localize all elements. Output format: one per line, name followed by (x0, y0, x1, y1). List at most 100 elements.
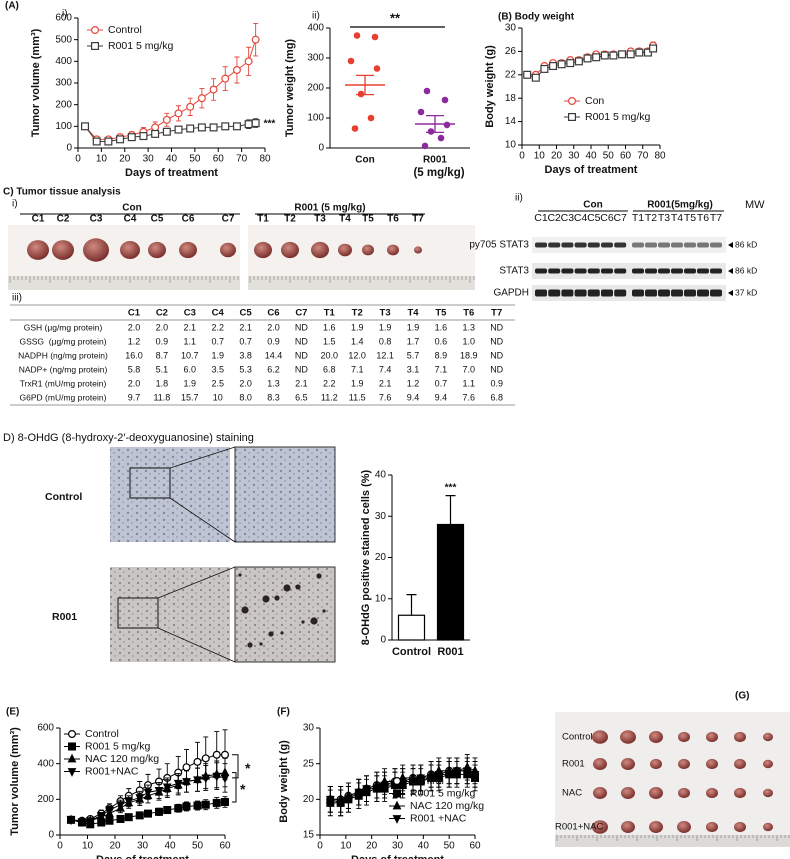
y-tick-label: 20 (303, 794, 315, 805)
y-tick-label: 200 (55, 99, 72, 110)
lane-label: T2 (645, 212, 657, 224)
data-point (351, 125, 359, 132)
data-point (139, 132, 148, 141)
x-tick-label: 50 (603, 151, 615, 162)
data-point (174, 109, 183, 118)
table-header: C4 (212, 308, 225, 319)
x-tick-label: 20 (109, 841, 121, 852)
legend-label: R001 5 mg/kg (410, 787, 476, 799)
tumor (734, 787, 746, 799)
y-tick-label: 0 (380, 635, 386, 646)
y-tick-label: 0 (66, 143, 72, 154)
table-cell: 0.9 (490, 378, 503, 388)
table-cell: 1.9 (351, 378, 364, 388)
data-point (452, 767, 462, 777)
tumor (734, 758, 746, 770)
blot-row-label: GAPDH (493, 288, 529, 299)
data-point (182, 763, 191, 772)
row-label: R001+NAC (555, 822, 603, 833)
data-point (618, 50, 627, 59)
data-point (443, 121, 451, 129)
y-tick-label: 200 (307, 83, 324, 94)
x-tick-label: 30 (392, 841, 404, 852)
data-point (609, 51, 618, 60)
y-tick-label: 200 (37, 794, 54, 805)
bar (436, 523, 465, 641)
zoom-connector (157, 627, 236, 663)
x-tick-label: 70 (236, 154, 248, 165)
table-cell: 0.9 (267, 336, 280, 346)
y-tick-label: 26 (505, 46, 517, 57)
table-cell: 1.9 (379, 322, 392, 332)
table-cell: 1.9 (351, 322, 364, 332)
table-header: T2 (352, 308, 363, 319)
zoom-connector (169, 497, 236, 543)
x-tick-label: 40 (585, 151, 597, 162)
data-point (151, 129, 160, 138)
lane-label: C3 (561, 212, 575, 224)
x-axis-label: Days of treatment (96, 854, 189, 859)
tumor (220, 242, 236, 258)
table-cell: 6.5 (295, 392, 308, 402)
y-tick-label: 500 (55, 34, 72, 45)
table-cell: 3.8 (239, 350, 252, 360)
y-tick-label: 10 (375, 593, 387, 604)
tumor (311, 241, 329, 259)
group-label: Con (122, 203, 141, 214)
data-point (162, 783, 172, 793)
blot-band (601, 289, 613, 297)
tumor (678, 731, 690, 743)
lane-label: C5 (587, 212, 601, 224)
y-axis-label: Body weight (g) (278, 740, 290, 823)
data-point (124, 797, 134, 807)
lane-label: C1 (534, 212, 548, 224)
data-point (444, 770, 454, 780)
blot-band (548, 242, 561, 248)
annotation: * (245, 760, 251, 776)
y-tick-label: 20 (375, 552, 387, 563)
data-point (163, 806, 172, 815)
table-header: C2 (156, 308, 168, 319)
row-label: Control (562, 732, 593, 743)
legend-label: R001 5 mg/kg (85, 740, 151, 752)
tumor (763, 732, 773, 742)
data-point (372, 785, 382, 794)
x-tick-label: 60 (620, 151, 632, 162)
panel-label: (F) (277, 707, 290, 718)
blot-strip (532, 263, 726, 279)
table-cell: 2.1 (239, 322, 252, 332)
data-point (347, 57, 355, 65)
table-cell: 7.1 (351, 364, 364, 374)
row-label: R001 (562, 759, 585, 770)
tumor (706, 731, 718, 743)
series-line (84, 39, 257, 140)
tumor (763, 788, 773, 798)
tumor (678, 758, 690, 770)
x-tick-label: 60 (469, 841, 481, 852)
x-tick-label: 60 (219, 841, 231, 852)
category-note: (5 mg/kg) (413, 167, 464, 179)
sample-label: T3 (314, 214, 326, 225)
tumor (649, 787, 663, 799)
data-point (441, 96, 449, 104)
blot-band (658, 268, 670, 274)
data-point (600, 51, 609, 60)
tumor (734, 731, 746, 743)
blot-band (710, 268, 722, 274)
series-line (527, 48, 654, 79)
chart-title: (B) Body weight (498, 12, 575, 23)
data-point (221, 74, 230, 83)
data-point (354, 788, 364, 798)
data-point (380, 781, 389, 791)
blot-band (658, 242, 670, 248)
data-point (209, 85, 218, 94)
table-cell: 0.6 (435, 336, 448, 346)
panel-label: ii) (312, 11, 320, 22)
data-point (232, 65, 241, 74)
x-tick-label: 0 (57, 841, 63, 852)
table-cell: 2.2 (211, 322, 224, 332)
y-tick-label: 300 (307, 53, 324, 64)
blot-band (658, 289, 670, 297)
table-cell: 5.1 (156, 364, 169, 374)
table-cell: 1.9 (211, 350, 224, 360)
